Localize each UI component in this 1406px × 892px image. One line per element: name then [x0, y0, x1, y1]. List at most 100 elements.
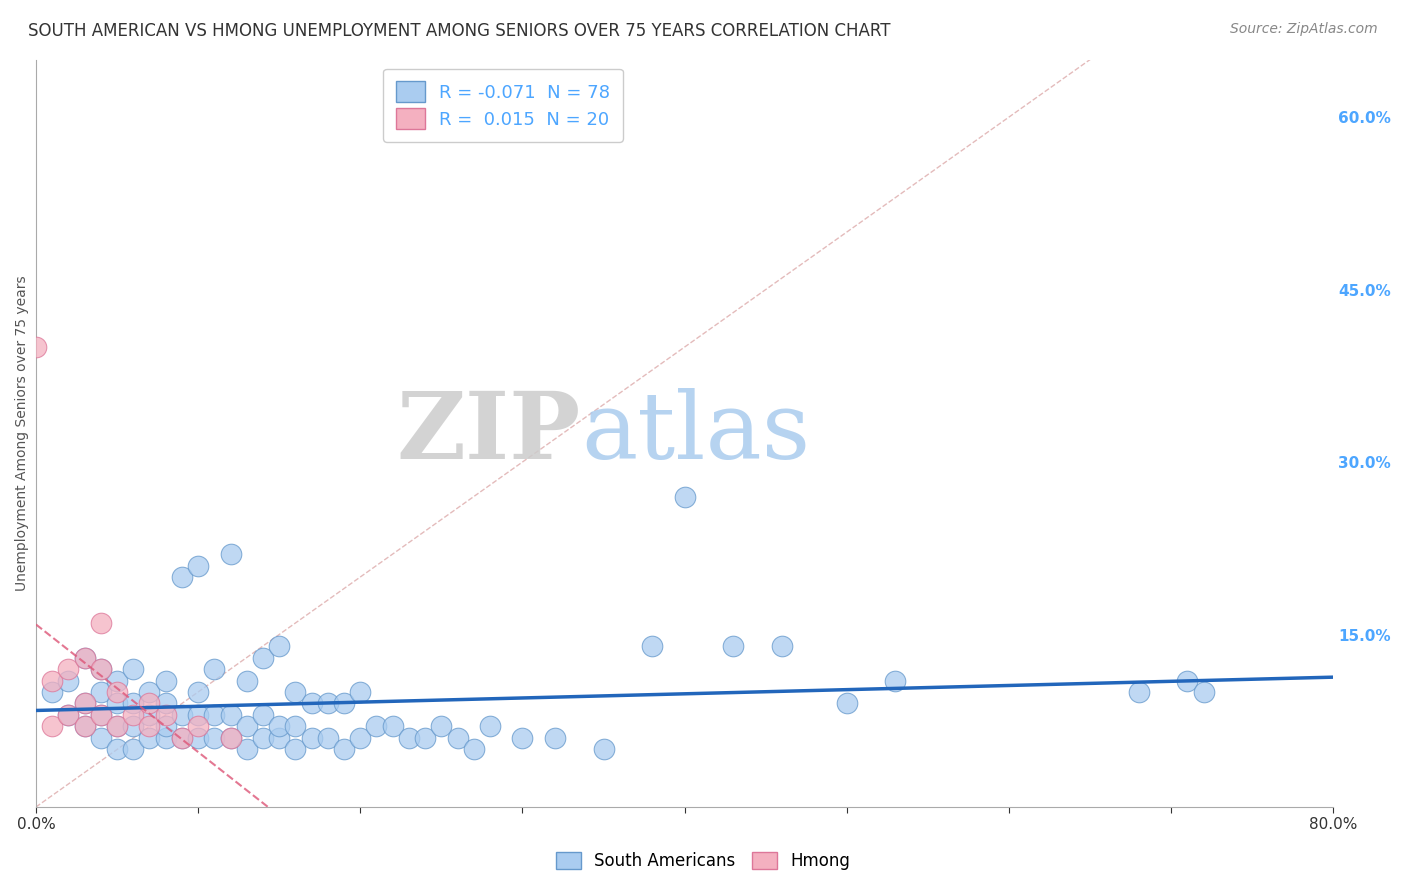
Point [105, 673, 128, 688]
Point [284, 742, 307, 756]
Point [41, 719, 63, 733]
Point [122, 742, 145, 756]
Point [105, 719, 128, 733]
Point [333, 742, 356, 756]
Point [90, 708, 112, 723]
Point [187, 685, 209, 699]
Point [90, 731, 112, 745]
Point [284, 719, 307, 733]
Point [58, 673, 80, 688]
Point [73, 719, 96, 733]
Point [544, 731, 567, 745]
Point [236, 673, 259, 688]
Point [90, 662, 112, 676]
Point [41, 673, 63, 688]
Point [349, 685, 371, 699]
Point [333, 697, 356, 711]
Text: atlas: atlas [581, 388, 810, 478]
Point [138, 731, 160, 745]
Point [105, 742, 128, 756]
Point [138, 697, 160, 711]
Point [770, 639, 793, 653]
Point [413, 731, 436, 745]
Point [252, 650, 274, 665]
Legend: South Americans, Hmong: South Americans, Hmong [550, 845, 856, 877]
Point [73, 650, 96, 665]
Point [202, 708, 225, 723]
Point [105, 685, 128, 699]
Point [284, 685, 307, 699]
Point [512, 731, 534, 745]
Point [187, 708, 209, 723]
Point [90, 685, 112, 699]
Point [301, 697, 323, 711]
Point [58, 708, 80, 723]
Point [723, 639, 745, 653]
Point [301, 731, 323, 745]
Point [105, 719, 128, 733]
Point [138, 719, 160, 733]
Point [366, 719, 388, 733]
Point [398, 731, 420, 745]
Point [138, 685, 160, 699]
Point [236, 742, 259, 756]
Point [592, 742, 614, 756]
Point [252, 731, 274, 745]
Point [673, 490, 696, 504]
Point [269, 639, 291, 653]
Point [219, 731, 242, 745]
Point [641, 639, 664, 653]
Point [155, 673, 177, 688]
Point [122, 662, 145, 676]
Point [1128, 685, 1150, 699]
Text: SOUTH AMERICAN VS HMONG UNEMPLOYMENT AMONG SENIORS OVER 75 YEARS CORRELATION CHA: SOUTH AMERICAN VS HMONG UNEMPLOYMENT AMO… [28, 22, 890, 40]
Legend: R = -0.071  N = 78, R =  0.015  N = 20: R = -0.071 N = 78, R = 0.015 N = 20 [384, 69, 623, 142]
Point [155, 731, 177, 745]
Y-axis label: Unemployment Among Seniors over 75 years: Unemployment Among Seniors over 75 years [15, 276, 30, 591]
Point [58, 708, 80, 723]
Point [170, 570, 193, 584]
Point [155, 719, 177, 733]
Point [349, 731, 371, 745]
Point [73, 697, 96, 711]
Point [1175, 673, 1198, 688]
Point [122, 708, 145, 723]
Text: Source: ZipAtlas.com: Source: ZipAtlas.com [1230, 22, 1378, 37]
Point [219, 708, 242, 723]
Point [479, 719, 502, 733]
Point [1192, 685, 1215, 699]
Text: ZIP: ZIP [396, 388, 581, 478]
Point [219, 731, 242, 745]
Point [316, 731, 339, 745]
Point [25, 340, 48, 354]
Point [269, 719, 291, 733]
Point [170, 731, 193, 745]
Point [58, 662, 80, 676]
Point [90, 615, 112, 630]
Point [236, 719, 259, 733]
Point [463, 742, 485, 756]
Point [202, 662, 225, 676]
Point [269, 731, 291, 745]
Point [170, 708, 193, 723]
Point [73, 650, 96, 665]
Point [122, 697, 145, 711]
Point [73, 697, 96, 711]
Point [884, 673, 907, 688]
Point [170, 731, 193, 745]
Point [219, 547, 242, 561]
Point [446, 731, 468, 745]
Point [187, 731, 209, 745]
Point [202, 731, 225, 745]
Point [381, 719, 404, 733]
Point [252, 708, 274, 723]
Point [430, 719, 453, 733]
Point [122, 719, 145, 733]
Point [835, 697, 858, 711]
Point [41, 685, 63, 699]
Point [155, 697, 177, 711]
Point [90, 708, 112, 723]
Point [73, 719, 96, 733]
Point [90, 662, 112, 676]
Point [187, 719, 209, 733]
